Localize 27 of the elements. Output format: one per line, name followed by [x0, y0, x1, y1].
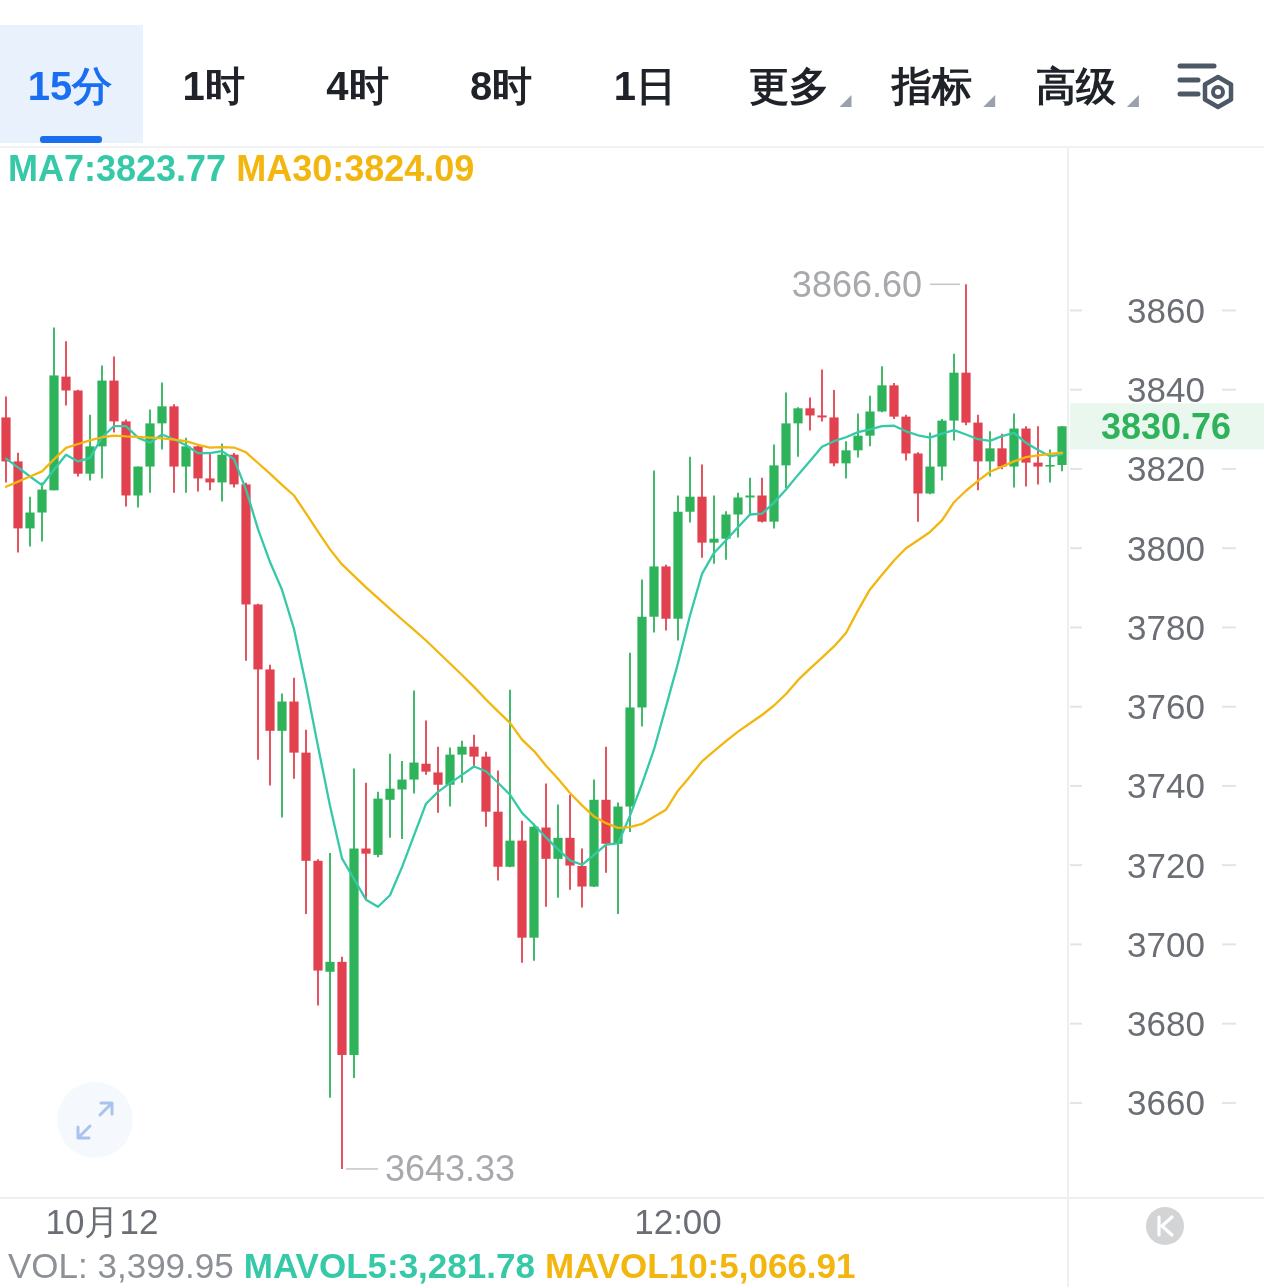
text: 8时 [469, 64, 533, 108]
text: MAVOL5:3,281.78 [243, 1245, 535, 1285]
text: MA7:3823.77 [8, 147, 227, 189]
y-tick-label: 3780 [1127, 607, 1205, 647]
x-tick-label: 10月12 [45, 1201, 159, 1241]
y-tick-label: 3760 [1127, 687, 1205, 727]
y-tick-label: 3720 [1127, 845, 1205, 885]
text: 指标 [890, 64, 973, 108]
y-tick-label: 3860 [1127, 290, 1205, 330]
y-tick-label: 3800 [1127, 528, 1205, 568]
text: VOL: 3,399.95 [8, 1245, 234, 1285]
y-tick-label: 3680 [1127, 1004, 1205, 1044]
y-tick-label: 3700 [1127, 924, 1205, 964]
x-tick-label: 12:00 [634, 1201, 722, 1241]
text: 1时 [182, 64, 245, 108]
text: 更多 [748, 64, 829, 108]
annotation: 3643.33 [385, 1148, 516, 1190]
text: MA30:3824.09 [236, 147, 475, 189]
text: 15分 [27, 64, 113, 108]
text: 高级 [1035, 64, 1117, 108]
text: 4时 [326, 64, 389, 108]
y-tick-label: 3820 [1127, 449, 1205, 489]
text: 1日 [613, 64, 676, 108]
y-tick-label: 3660 [1127, 1083, 1205, 1123]
text: MAVOL10:5,066.91 [544, 1245, 856, 1285]
y-tick-label: 3740 [1127, 766, 1205, 806]
annotation: 3866.60 [791, 263, 922, 305]
